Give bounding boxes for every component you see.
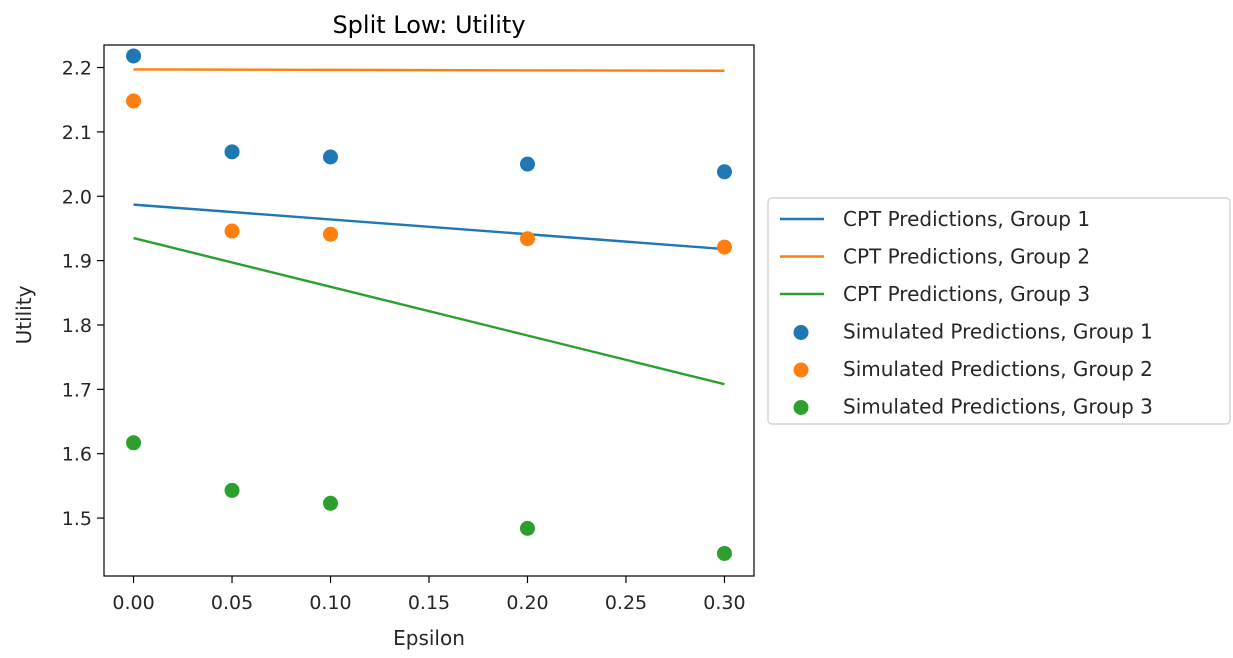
legend-label: Simulated Predictions, Group 1	[843, 320, 1153, 344]
y-tick-label: 2.0	[62, 186, 92, 208]
x-axis-title: Epsilon	[393, 626, 465, 650]
scatter-point-group-3	[126, 435, 142, 451]
y-tick-label: 1.6	[62, 444, 92, 466]
legend-label: CPT Predictions, Group 1	[843, 207, 1090, 231]
legend-marker-swatch	[793, 400, 809, 415]
x-tick-label: 0.30	[703, 592, 745, 614]
x-tick-label: 0.20	[506, 592, 548, 614]
scatter-point-group-1	[224, 144, 240, 160]
y-axis-title: Utility	[12, 285, 36, 344]
legend: CPT Predictions, Group 1 CPT Predictions,…	[767, 197, 1231, 425]
line-series-2	[133, 68, 725, 72]
plot-area: 0.00 0.05 0.10 0.15 0.20 0.25 0.30 1.5 1.6 1.7 1.8…	[62, 44, 755, 614]
line-series-1	[133, 203, 725, 251]
scatter-point-group-3	[323, 495, 339, 511]
scatter-point-group-2	[716, 239, 732, 255]
y-tick-label: 1.9	[62, 251, 92, 273]
x-tick-label: 0.00	[112, 592, 154, 614]
y-tick-label: 1.7	[62, 379, 92, 401]
y-tick-label: 1.5	[62, 508, 92, 530]
legend-marker-swatch	[793, 325, 809, 340]
scatter-point-group-1	[519, 156, 535, 172]
scatter-point-group-3	[519, 520, 535, 536]
x-tick-label: 0.10	[309, 592, 351, 614]
scatter-point-group-2	[519, 231, 535, 247]
x-tick-label: 0.05	[211, 592, 253, 614]
scatter-point-group-2	[224, 223, 240, 239]
scatter-point-group-2	[323, 226, 339, 242]
x-tick-label: 0.15	[408, 592, 450, 614]
legend-label: Simulated Predictions, Group 3	[843, 395, 1153, 419]
chart-title: Split Low: Utility	[332, 11, 525, 39]
legend-label: CPT Predictions, Group 3	[843, 282, 1090, 306]
scatter-point-group-1	[716, 164, 732, 180]
line-series-3	[133, 236, 725, 386]
y-tick-label: 2.1	[62, 122, 92, 144]
scatter-point-group-1	[126, 48, 142, 64]
scatter-point-group-1	[323, 149, 339, 165]
scatter-point-group-2	[126, 93, 142, 109]
scatter-point-group-3	[716, 545, 732, 561]
x-tick-label: 0.25	[605, 592, 647, 614]
y-tick-label: 1.8	[62, 315, 92, 337]
legend-box	[767, 197, 1231, 425]
y-tick-label: 2.2	[62, 58, 92, 80]
scatter-point-group-3	[224, 482, 240, 498]
legend-marker-swatch	[793, 362, 809, 378]
legend-label: CPT Predictions, Group 2	[843, 245, 1090, 269]
legend-label: Simulated Predictions, Group 2	[843, 357, 1153, 381]
